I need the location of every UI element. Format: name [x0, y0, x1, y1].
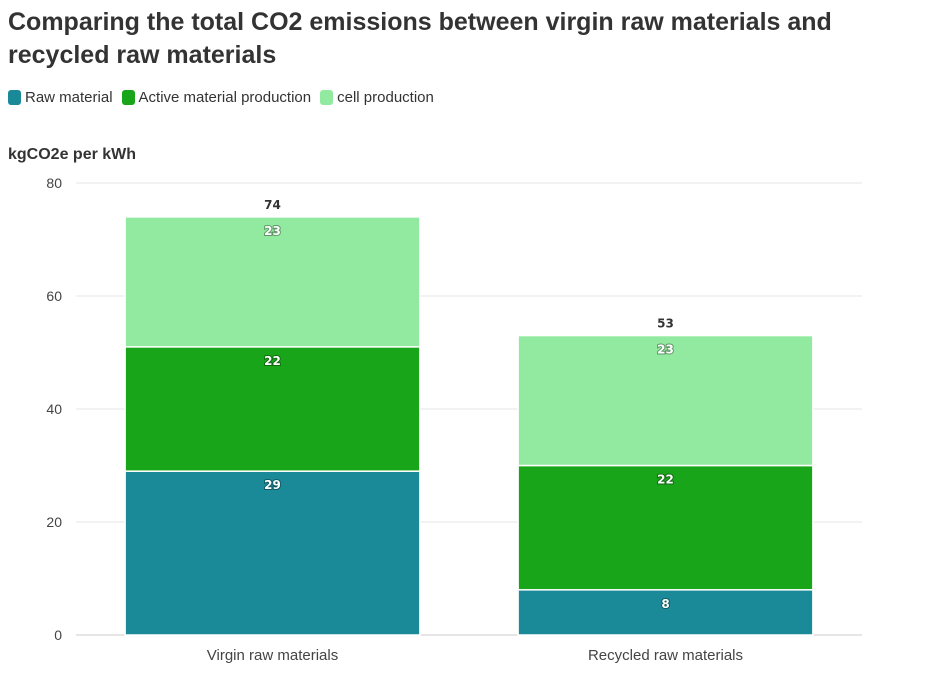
bar-recycled-raw-materials-active-material-production[interactable]: [517, 464, 814, 591]
bar-recycled-raw-materials-raw-material[interactable]: [517, 589, 814, 636]
legend-swatch-active-material-production: [121, 90, 135, 105]
total-label-virgin-raw-materials: 74: [264, 198, 281, 212]
bar-virgin-raw-materials-active-material-production[interactable]: [124, 346, 421, 472]
legend-label-active-material-production: Active material production: [138, 89, 312, 106]
data-label-virgin-raw-materials-active-material-production: 22: [264, 354, 281, 368]
y-tick-label-40: 40: [46, 401, 62, 417]
y-axis-label: kgCO2e per kWh: [8, 146, 137, 163]
legend-label-raw-material: Raw material: [25, 89, 113, 106]
bar-recycled-raw-materials-cell-production[interactable]: [517, 334, 814, 467]
data-label-virgin-raw-materials-raw-material: 29: [264, 478, 281, 492]
bar-virgin-raw-materials-cell-production[interactable]: [124, 216, 421, 348]
x-tick-label-virgin-raw-materials: Virgin raw materials: [207, 647, 338, 664]
y-tick-label-80: 80: [46, 175, 62, 191]
data-label-recycled-raw-materials-cell-production: 23: [657, 343, 674, 357]
legend-swatch-raw-material: [8, 90, 21, 105]
legend-swatch-cell-production: [320, 90, 334, 105]
total-label-recycled-raw-materials: 53: [657, 317, 674, 331]
y-tick-label-0: 0: [54, 627, 62, 643]
x-tick-label-recycled-raw-materials: Recycled raw materials: [588, 647, 743, 664]
legend: Raw material Active material production …: [8, 89, 443, 106]
legend-item-raw-material[interactable]: Raw material: [8, 89, 113, 106]
chart-title: Comparing the total CO2 emissions betwee…: [8, 8, 832, 69]
legend-item-cell-production[interactable]: cell production: [320, 89, 434, 106]
data-label-virgin-raw-materials-cell-production: 23: [264, 224, 281, 238]
data-label-recycled-raw-materials-active-material-production: 22: [657, 473, 674, 487]
y-tick-label-20: 20: [46, 514, 62, 530]
legend-label-cell-production: cell production: [337, 89, 434, 106]
bars: [124, 216, 814, 636]
y-tick-label-60: 60: [46, 288, 62, 304]
legend-item-active-material-production[interactable]: Active material production: [121, 89, 312, 106]
bar-virgin-raw-materials-raw-material[interactable]: [124, 470, 421, 636]
data-labels: 29 22 23 74 Virgin raw materials 8 22 23 53 Recyc…: [207, 198, 743, 664]
data-label-recycled-raw-materials-raw-material: 8: [661, 597, 669, 611]
